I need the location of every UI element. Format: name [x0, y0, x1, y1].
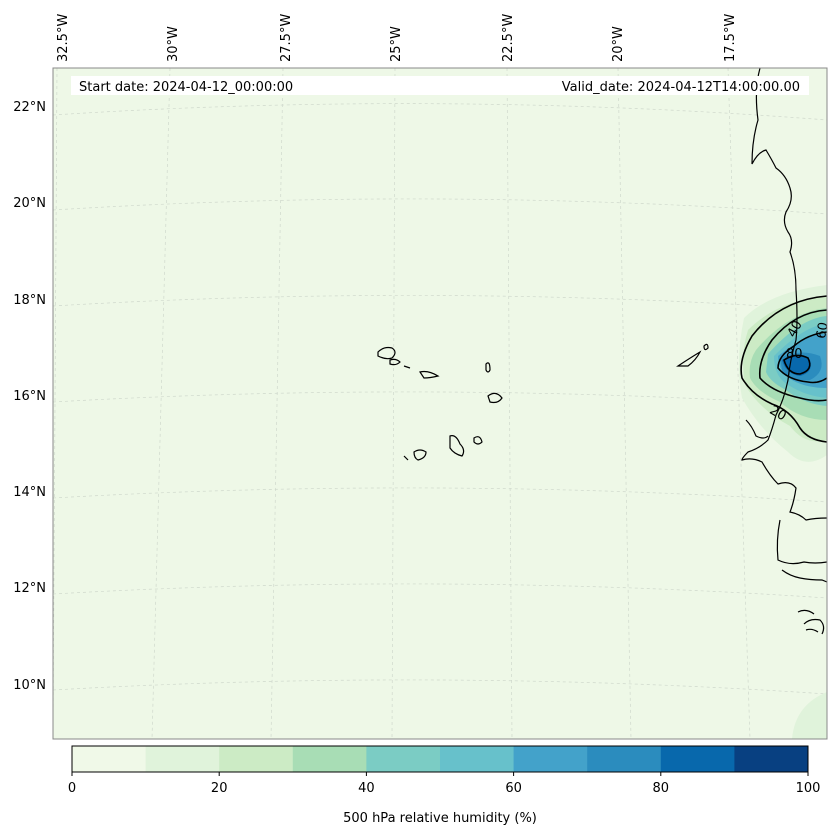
lon-label: 20°W [611, 26, 626, 62]
colorbar: 0 20 40 60 80 100 500 hPa relative humidity (… [68, 745, 821, 826]
colorbar-swatch [734, 746, 809, 772]
lat-label: 20°N [13, 196, 46, 211]
graticule [52, 67, 828, 740]
colorbar-swatch [145, 746, 220, 772]
lat-label: 14°N [13, 485, 46, 500]
colorbar-tick-label: 80 [653, 781, 670, 796]
colorbar-swatch [660, 746, 735, 772]
coastlines [377, 67, 828, 635]
lon-label: 27.5°W [279, 14, 294, 62]
humidity-field [738, 285, 827, 739]
colorbar-ticks: 0 20 40 60 80 100 [68, 772, 821, 796]
cape-verde-santa-luzia [403, 365, 411, 369]
lon-label: 32.5°W [56, 14, 71, 62]
dakar-peninsula [676, 343, 709, 367]
contour-20 [740, 295, 828, 443]
colorbar-tick-label: 40 [358, 781, 375, 796]
cape-verde-sao-nicolau [419, 370, 440, 379]
senegal-river-shape [745, 419, 769, 439]
cape-verde-sal [485, 362, 491, 373]
colorbar-tick-label: 0 [68, 781, 76, 796]
lon-label: 25°W [389, 26, 404, 62]
colorbar-title: 500 hPa relative humidity (%) [343, 811, 537, 826]
cape-verde-boa-vista [487, 392, 503, 404]
valid-date-label: Valid_date: 2024-04-12T14:00:00.00 [562, 80, 800, 95]
contour-60 [777, 331, 828, 384]
colorbar-tick-label: 60 [505, 781, 522, 796]
cape-verde-santiago [449, 435, 465, 457]
colorbar-swatch [292, 746, 367, 772]
cape-verde-fogo [413, 449, 427, 461]
guinea-islands [797, 609, 825, 635]
contour-label-20: 20 [767, 403, 789, 424]
map-panel: 40 60 80 20 Start date: 2024-04-12_00:00… [52, 67, 832, 740]
colorbar-swatch [513, 746, 588, 772]
cape-verde-santo-antao [377, 346, 396, 360]
contour-label-60: 60 [814, 321, 832, 340]
contour-lines [740, 295, 828, 443]
lon-label: 22.5°W [501, 14, 516, 62]
cape-verde-sao-vicente [389, 358, 401, 366]
info-bar [71, 76, 809, 95]
contour-40 [758, 309, 828, 402]
latitude-labels: 22°N 20°N 18°N 16°N 14°N 12°N 10°N [13, 100, 46, 693]
contour-80 [783, 354, 811, 375]
guinea-bissau-coast [781, 569, 828, 583]
lat-label: 16°N [13, 389, 46, 404]
colorbar-swatch [72, 746, 147, 772]
map-frame [52, 67, 828, 740]
cape-verde-maio [473, 436, 483, 445]
contour-label-40: 40 [785, 318, 806, 340]
humidity-10-20-south [792, 692, 827, 739]
colorbar-frame [71, 745, 809, 773]
colorbar-swatch [587, 746, 662, 772]
africa-coast [741, 67, 828, 521]
lat-label: 18°N [13, 293, 46, 308]
lat-label: 10°N [13, 678, 46, 693]
colorbar-swatches [72, 746, 809, 772]
cape-verde-brava [403, 455, 409, 461]
lon-label: 30°W [166, 26, 181, 62]
lon-label: 17.5°W [723, 14, 738, 62]
longitude-labels: 32.5°W 30°W 27.5°W 25°W 22.5°W 20°W 17.5… [56, 14, 738, 62]
gambia-coast [776, 519, 828, 565]
colorbar-tick-label: 100 [796, 781, 821, 796]
colorbar-swatch [440, 746, 515, 772]
lat-label: 22°N [13, 100, 46, 115]
map-background [53, 68, 827, 739]
colorbar-swatch [219, 746, 294, 772]
colorbar-tick-label: 20 [211, 781, 228, 796]
start-date-label: Start date: 2024-04-12_00:00:00 [79, 80, 293, 95]
contour-label-80: 80 [786, 347, 803, 362]
lat-label: 12°N [13, 581, 46, 596]
colorbar-swatch [366, 746, 441, 772]
